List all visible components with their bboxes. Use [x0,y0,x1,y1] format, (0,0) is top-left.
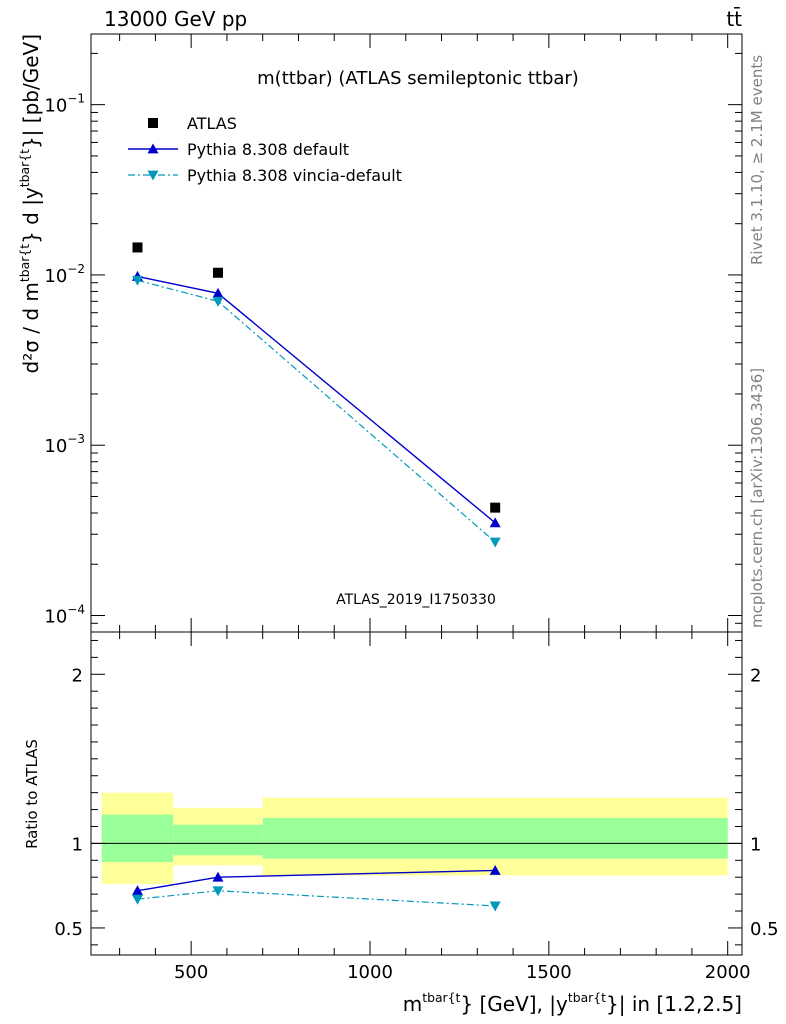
ratio-vincia-marker [489,901,501,912]
header-left-label: 13000 GeV pp [104,7,247,31]
atlas-data-point [212,267,223,278]
watermark: ATLAS_2019_I1750330 [336,592,496,608]
main-y-tick-label: 10−2 [44,262,85,287]
ratio-y-tick-label: 1 [72,834,83,855]
main-y-tick-label: 10−3 [44,432,85,457]
ratio-vincia-marker [132,894,143,905]
vincia-marker [212,296,224,307]
x-tick-label: 1500 [526,962,572,983]
x-tick-label: 2000 [705,962,751,983]
legend-atlas-label: ATLAS [187,114,237,133]
uncertainty-band-green [101,814,174,862]
ratio-line-vincia [137,890,496,907]
main-y-tick-label: 10−4 [44,602,85,627]
vincia-marker [132,275,143,286]
atlas-data-point [132,242,143,253]
main-panel: 10−1 10−2 10−3 10−4 m(ttbar) (ATLAS semilept… [17,33,743,633]
x-tick-label: 1000 [347,962,393,983]
default-marker [489,517,501,528]
main-y-axis-label: d²σ / d mtbar{t} d |ytbar{t}| [pb/GeV] [17,34,43,373]
ratio-y-tick-label: 2 [72,665,83,686]
legend-vincia-label: Pythia 8.308 vincia-default [187,166,402,185]
main-y-tick-label: 10−1 [44,92,85,117]
x-axis-label: mtbar{t} [GeV], |ytbar{t}| in [1.2,2.5] [403,990,742,1016]
ratio-plot-frame [90,631,743,956]
legend-default-label: Pythia 8.308 default [187,140,349,159]
atlas-data-point [490,502,501,513]
legend: ATLAS Pythia 8.308 default Pythia 8.308 vi… [128,114,402,185]
main-title: m(ttbar) (ATLAS semileptonic ttbar) [257,68,579,89]
ratio-vincia-marker [212,886,224,897]
x-tick-label: 500 [174,962,208,983]
default-marker [212,287,224,298]
side-text-bottom: mcplots.cern.ch [arXiv:1306.3436] [748,368,766,628]
ratio-default-marker [489,864,501,875]
uncertainty-band-green [173,824,263,856]
ratio-panel: 0.5 0.5 1 1 2 2 500 1000 1500 2000 Ratio to ATLAS m… [23,631,779,1016]
ratio-y-tick-label-right: 2 [750,665,761,686]
ratio-y-tick-label-right: 0.5 [750,919,779,940]
ratio-y-tick-label-right: 1 [750,834,761,855]
legend-atlas-marker [148,118,158,128]
ratio-y-tick-label: 0.5 [54,919,83,940]
vincia-marker [489,537,501,548]
uncertainty-band-green [262,818,728,859]
legend-default-marker [147,143,159,154]
legend-vincia-marker [147,170,159,181]
ratio-default-marker [132,885,143,896]
side-text-top: Rivet 3.1.10, ≥ 2.1M events [748,55,766,265]
ratio-y-axis-label: Ratio to ATLAS [23,739,41,849]
series-line-vincia [137,279,496,543]
series-line-default [137,275,496,524]
header-right-label: tt̄ [726,6,742,31]
ratio-default-marker [212,871,224,882]
